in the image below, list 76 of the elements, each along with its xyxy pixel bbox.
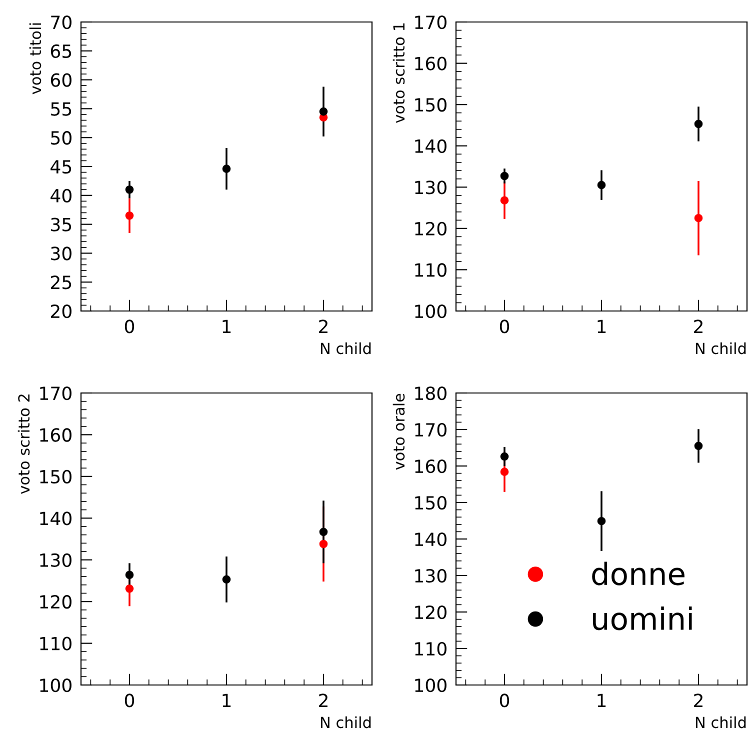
point: [597, 516, 606, 526]
y-tick-label: 150: [40, 470, 72, 484]
y-tick-label: 130: [415, 568, 446, 583]
point: [500, 452, 509, 461]
x-tick-label: 0: [500, 694, 510, 708]
y-tick-label: 120: [415, 222, 446, 236]
point: [125, 211, 134, 220]
y-tick-label: 140: [40, 512, 72, 526]
point: [222, 164, 231, 173]
y-tick-label: 130: [415, 180, 446, 194]
x-tick-label: 0: [500, 320, 510, 334]
y-tick-label: 100: [40, 678, 72, 692]
point: [694, 214, 703, 222]
point: [319, 107, 328, 116]
x-tick-label: 0: [124, 694, 134, 708]
y-tick-label: 65: [50, 44, 72, 58]
point: [500, 468, 509, 476]
y-tick-label: 70: [51, 15, 72, 30]
x-tick-label: 2: [319, 694, 328, 708]
y-tick-label: 60: [50, 73, 72, 87]
point: [319, 540, 328, 548]
x-axis-title: N child: [696, 716, 746, 728]
y-axis-title: voto scritto 1: [392, 23, 405, 123]
point: [694, 442, 703, 450]
y-tick-label: 130: [40, 553, 72, 567]
y-tick-label: 170: [415, 422, 446, 437]
y-tick-label: 180: [415, 386, 446, 400]
x-tick-label: 2: [319, 320, 328, 334]
legend-label: uomini: [593, 606, 692, 630]
y-tick-label: 110: [415, 263, 446, 277]
y-tick-label: 30: [51, 246, 72, 260]
point: [125, 185, 134, 194]
y-tick-label: 170: [40, 386, 72, 400]
y-tick-label: 140: [415, 139, 446, 153]
y-tick-label: 120: [40, 595, 72, 609]
y-tick-label: 25: [51, 276, 72, 290]
x-axis-title: N child: [320, 716, 371, 728]
x-tick-label: 1: [598, 694, 606, 708]
point: [319, 528, 328, 536]
y-tick-label: 100: [415, 304, 446, 318]
x-tick-label: 0: [124, 320, 134, 334]
y-tick-label: 45: [50, 160, 72, 174]
y-tick-label: 140: [415, 532, 446, 546]
point: [500, 196, 509, 205]
y-tick-label: 120: [415, 605, 446, 620]
x-tick-label: 1: [598, 320, 606, 334]
y-tick-label: 160: [415, 459, 446, 474]
y-tick-label: 150: [415, 496, 446, 510]
y-tick-label: 20: [51, 304, 72, 318]
y-tick-label: 110: [40, 636, 72, 650]
point: [500, 172, 509, 180]
x-axis-title: N child: [696, 342, 746, 354]
y-tick-label: 160: [40, 428, 72, 442]
legend-label: donne: [592, 562, 684, 586]
x-tick-label: 2: [694, 694, 702, 708]
x-tick-label: 1: [222, 320, 231, 334]
y-tick-label: 170: [415, 15, 446, 30]
y-axis-title: voto orale: [392, 394, 405, 470]
point: [125, 570, 134, 580]
x-tick-label: 2: [694, 320, 702, 334]
y-tick-label: 55: [51, 102, 72, 116]
point: [694, 120, 703, 128]
y-tick-label: 100: [415, 678, 446, 692]
y-tick-label: 160: [415, 56, 446, 70]
y-tick-label: 150: [415, 98, 446, 112]
x-axis-title: N child: [320, 342, 371, 354]
point: [222, 575, 231, 584]
point: [597, 180, 606, 190]
y-tick-label: 35: [51, 218, 72, 232]
y-tick-label: 40: [50, 188, 72, 203]
x-tick-label: 1: [222, 694, 231, 708]
y-tick-label: 50: [51, 131, 72, 145]
point: [125, 584, 134, 593]
y-tick-label: 110: [415, 642, 446, 656]
y-axis-title: voto scritto 2: [18, 394, 30, 494]
y-axis-title: voto titoli: [29, 23, 42, 94]
